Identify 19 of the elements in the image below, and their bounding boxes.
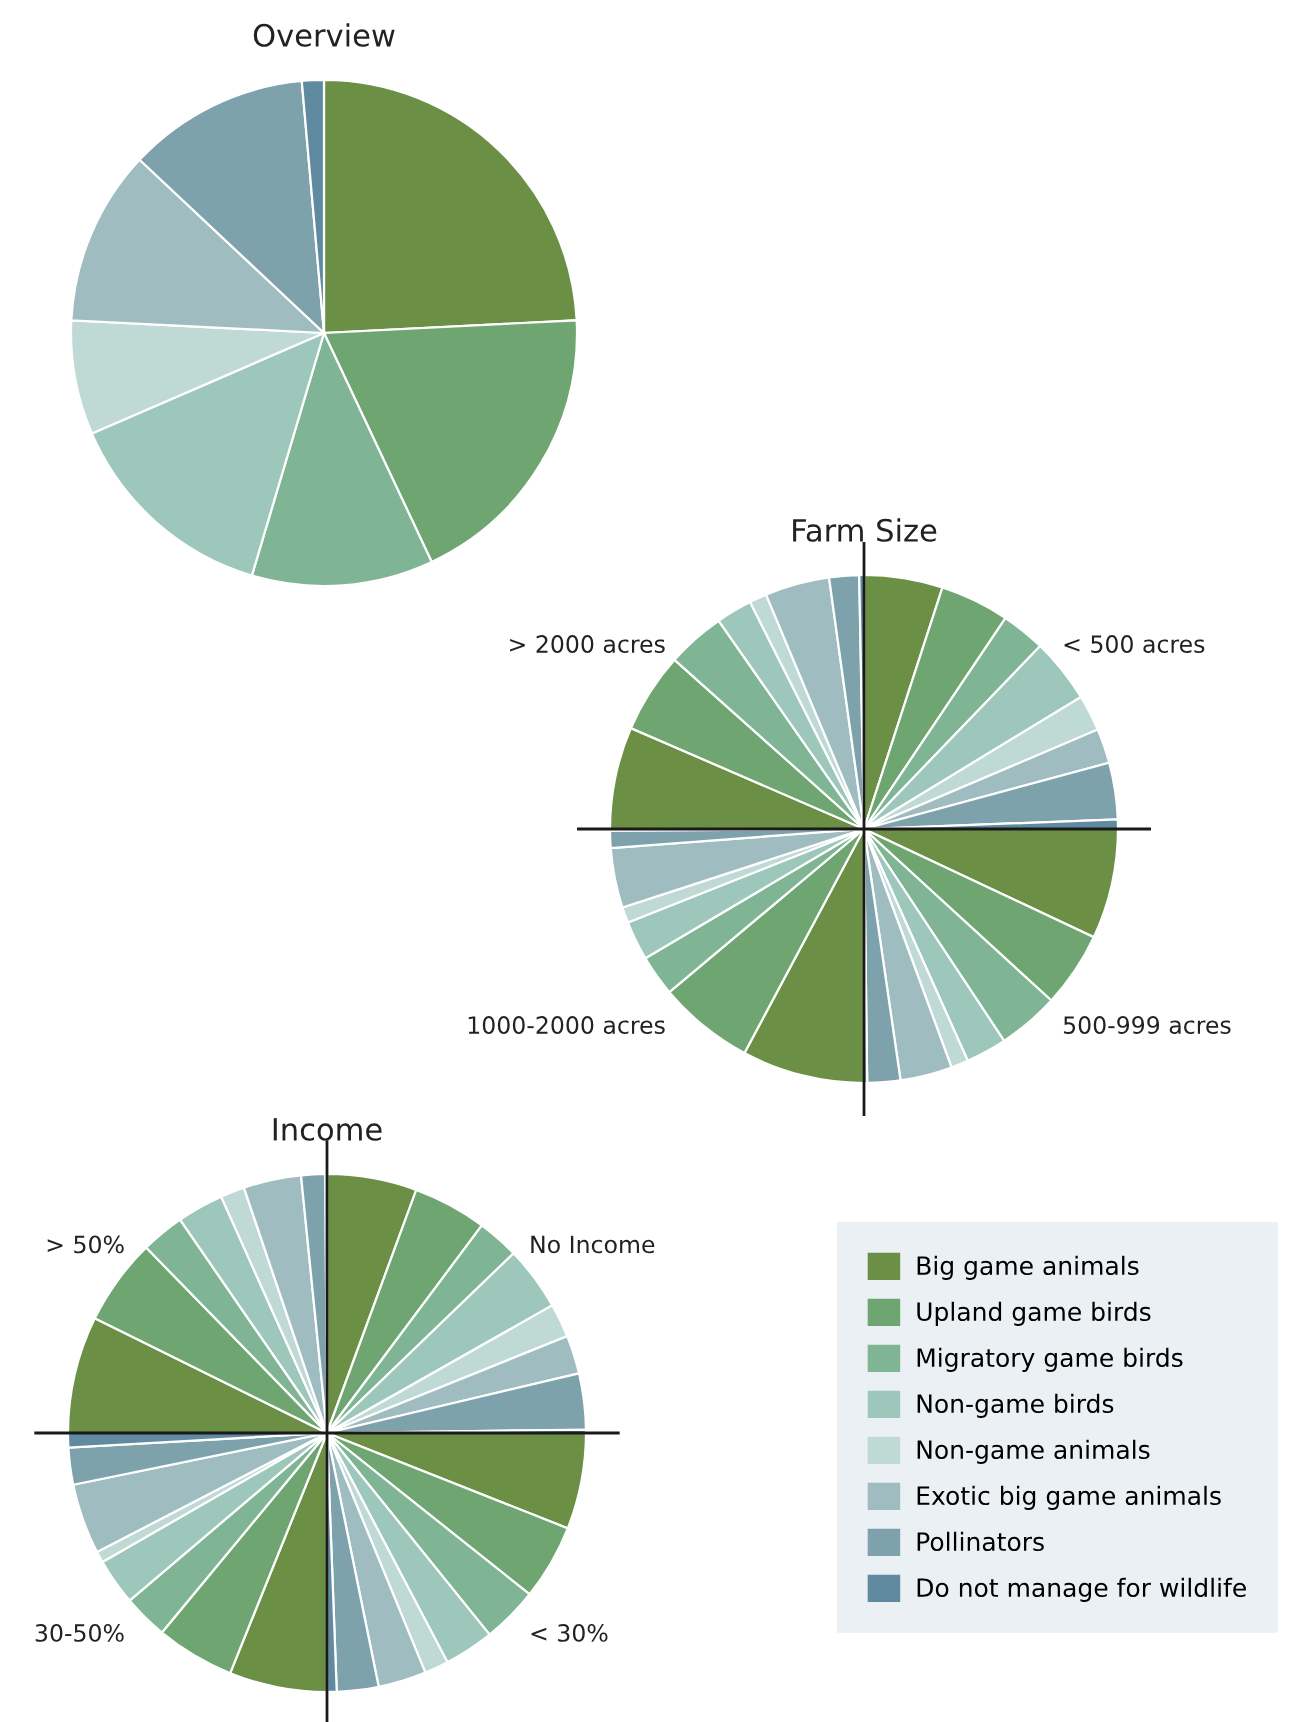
text: 500-999 acres	[1063, 1016, 1231, 1034]
chart-title: Farm Size	[793, 518, 937, 542]
text: 30-50%	[35, 1624, 124, 1642]
legend-label: Pollinators	[917, 1531, 1044, 1552]
text: > 2000 acres	[510, 635, 665, 653]
legend-label: Do not manage for wildlife	[917, 1577, 1246, 1602]
chart-title: Overview	[253, 23, 395, 47]
legend-label: Upland game birds	[917, 1301, 1151, 1326]
text: No Income	[531, 1235, 655, 1254]
legend-label: Big game animals	[917, 1255, 1139, 1280]
chart-title: Income	[273, 1118, 382, 1141]
text: < 30%	[531, 1624, 608, 1642]
legend-label: Exotic big game animals	[917, 1485, 1221, 1510]
legend-label: Migratory game birds	[917, 1347, 1183, 1372]
text: > 50%	[47, 1235, 124, 1254]
legend-label: Non-game birds	[917, 1393, 1114, 1418]
text: 1000-2000 acres	[468, 1016, 665, 1034]
text: < 500 acres	[1064, 635, 1205, 653]
legend-label: Non-game animals	[917, 1439, 1150, 1464]
